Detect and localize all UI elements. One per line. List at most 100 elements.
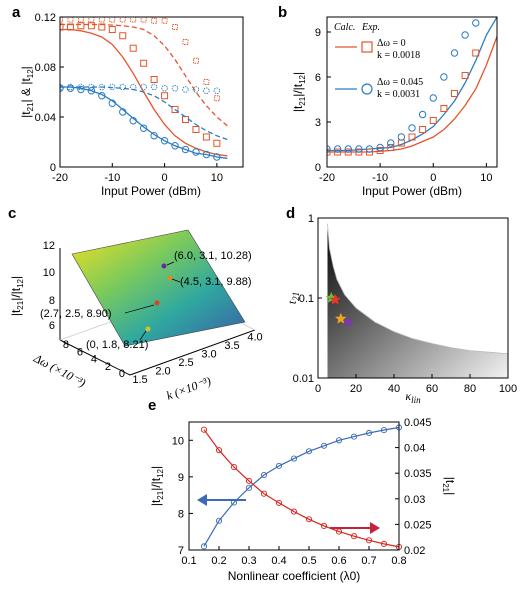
b-ytick-label: 9 [315, 27, 321, 39]
e-xtick-label: 0.2 [211, 555, 226, 567]
b-series-3-point [461, 31, 469, 39]
a-series-6-point [202, 150, 211, 159]
c-annotation-4-leader [139, 330, 147, 341]
b-series-2-point [344, 148, 352, 156]
c-ytick-label: 4 [91, 354, 97, 366]
panel-a-frame [59, 16, 244, 168]
panel-letter-a: a [12, 4, 21, 21]
e-series-t21-point [230, 464, 238, 471]
e-series-ratio-point [215, 517, 223, 524]
b-series-2-point [334, 148, 342, 156]
panel-e: 0.1 0.2 0.3 0.4 0.5 0.6 0.7 0.8 7 8 9 10 0.02 0.025 0.… [149, 417, 457, 583]
d-shaded-region [327, 218, 508, 378]
a-series-3-point [203, 79, 210, 85]
c-xtick-label: 4.0 [247, 332, 262, 344]
b-series-2-point [408, 133, 416, 141]
c-floor-edge-left [59, 339, 131, 376]
a-series-2-point [108, 26, 116, 33]
e-series-ratio-point [365, 429, 373, 437]
b-series-2-point [355, 148, 363, 156]
c-annotation-1: (6.0, 3.1, 10.28) [174, 250, 252, 262]
a-series-2-point [161, 92, 169, 100]
a-series-4-line [60, 86, 228, 159]
e-xtick-label: 0.4 [271, 555, 286, 567]
d-xtick-label: 60 [426, 383, 438, 395]
e-series-t21-point [215, 447, 223, 454]
panel-b-frame [326, 16, 498, 168]
b-series-2-point [419, 126, 427, 133]
panel-e-ylabel-right: |t21| [441, 477, 457, 495]
b-series-2-point [429, 117, 437, 124]
legend-blue-line1: Δω = 0.045 [377, 77, 423, 88]
e-xtick-label: 0.5 [301, 555, 316, 567]
b-series-3-point [344, 145, 352, 153]
d-ytick-label: 0.01 [293, 373, 314, 385]
c-ytick-label: 0 [119, 368, 125, 380]
a-series-3-point [77, 17, 84, 23]
a-series-3-point [130, 17, 137, 23]
panel-b-legend: Calc. Exp. Δω = 0 k = 0.0018 Δω = 0.045 … [334, 22, 423, 100]
c-xtick-label: 1.5 [132, 374, 147, 386]
a-xtick-label: -20 [52, 172, 68, 184]
d-star-1 [329, 293, 341, 305]
a-series-2-point [98, 23, 106, 31]
d-xtick-label: 40 [388, 383, 400, 395]
b-ytick-label: 3 [315, 117, 321, 129]
c-ztick-label: 6 [49, 320, 55, 332]
a-series-6-point [108, 99, 116, 107]
b-series-0-line [327, 36, 497, 153]
e-series-ratio-point [275, 462, 283, 469]
a-series-2-point [202, 133, 210, 141]
a-xtick-label: 10 [211, 172, 223, 184]
c-ytick-label: 6 [77, 346, 83, 358]
a-series-7-point [140, 83, 147, 91]
d-boundary-line [327, 223, 508, 355]
panel-d: 0 20 40 60 80 100 0.01 0.1 1 κlin t21 [285, 213, 517, 405]
a-series-7-point [88, 83, 95, 91]
d-xtick-label: 100 [499, 383, 517, 395]
b-series-3-point [365, 145, 374, 153]
a-series-3-point [119, 17, 126, 23]
a-series-6-point [150, 132, 158, 140]
e-series-ratio-point [290, 455, 298, 462]
c-ytick-label: 8 [63, 339, 69, 351]
a-series-7-point [119, 83, 126, 91]
e-series-t21-point [365, 537, 373, 544]
b-series-2-point [472, 49, 480, 57]
c-point-2 [167, 275, 173, 281]
panel-letter-d: d [286, 205, 295, 222]
c-ztick-label: 10 [43, 267, 55, 279]
e-xtick-label: 0.8 [391, 555, 406, 567]
c-xtick-label: 2.0 [155, 366, 170, 378]
a-series-3-point [172, 24, 178, 30]
e-series-t21-point [260, 490, 268, 497]
a-series-6-point [213, 153, 221, 161]
e-xtick-label: 0.3 [241, 555, 256, 567]
d-ytick-label: 1 [308, 213, 314, 225]
panel-b: -20 -10 0 10 0 3 6 9 Input Power (dBm) |t21|/|t… [291, 16, 498, 198]
a-ytick-label: 0 [50, 162, 56, 174]
a-series-7-point [77, 83, 85, 91]
e-series-t21-point [350, 533, 358, 540]
panel-a: -20 -10 0 10 0 0.04 0.08 0.12 Input Power (dBm)… [19, 12, 244, 198]
a-series-6-point [181, 145, 190, 154]
e-series-ratio-point [320, 442, 328, 449]
e-series-t21-point [200, 426, 208, 433]
a-series-7-point [67, 83, 74, 91]
panel-b-xlabel: Input Power (dBm) [362, 184, 462, 198]
panel-e-frame [188, 421, 400, 551]
legend-exp: Exp. [361, 22, 380, 33]
a-series-3-point [182, 39, 189, 45]
b-series-3-point [376, 143, 384, 152]
panel-a-ylabel: |t21| & |t12| [19, 66, 35, 118]
a-series-7-point [213, 87, 221, 94]
c-ytick-label: 2 [105, 361, 111, 373]
b-series-3-point [418, 110, 427, 119]
legend-blue-circle [361, 83, 373, 95]
a-series-7-point [161, 84, 168, 92]
d-ytick-label: 0.1 [299, 293, 314, 305]
panel-d-ylabel: t21 [285, 292, 301, 304]
e-series-ratio-point [245, 484, 253, 491]
b-series-2-point [366, 148, 373, 156]
b-series-3-point [450, 49, 459, 57]
